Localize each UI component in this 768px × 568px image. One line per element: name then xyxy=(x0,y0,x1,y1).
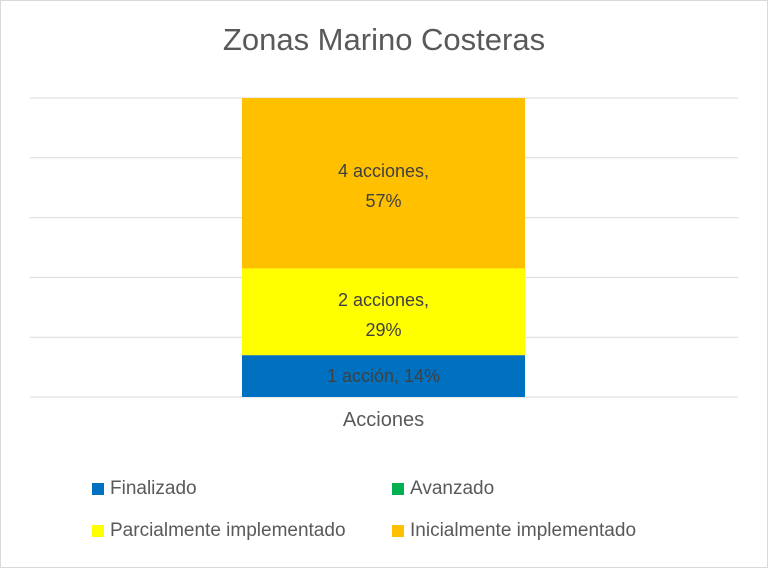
legend-swatch xyxy=(392,483,404,495)
legend-swatch xyxy=(92,483,104,495)
data-label: 1 acción, 14% xyxy=(327,366,440,386)
legend-item-parcialmente: Parcialmente implementado xyxy=(92,520,346,542)
bar-segment-3 xyxy=(242,98,525,269)
data-label: 2 acciones, 29% xyxy=(338,290,429,340)
legend-swatch xyxy=(392,525,404,537)
legend-label: Parcialmente implementado xyxy=(110,520,346,541)
legend-item-avanzado: Avanzado xyxy=(392,478,494,500)
chart-title: Zonas Marino Costeras xyxy=(222,22,546,57)
legend-label: Inicialmente implementado xyxy=(410,520,637,541)
legend-label: Avanzado xyxy=(410,478,495,499)
legend-item-inicialmente: Inicialmente implementado xyxy=(392,520,636,542)
bar-segment-2 xyxy=(242,268,525,356)
x-tick-label: Acciones xyxy=(343,409,424,431)
legend-swatch xyxy=(92,525,104,537)
data-label: 4 acciones, 57% xyxy=(338,161,429,211)
legend-item-finalizado: Finalizado xyxy=(92,478,197,500)
legend-label: Finalizado xyxy=(110,478,197,499)
bar-segment-0 xyxy=(242,355,525,397)
